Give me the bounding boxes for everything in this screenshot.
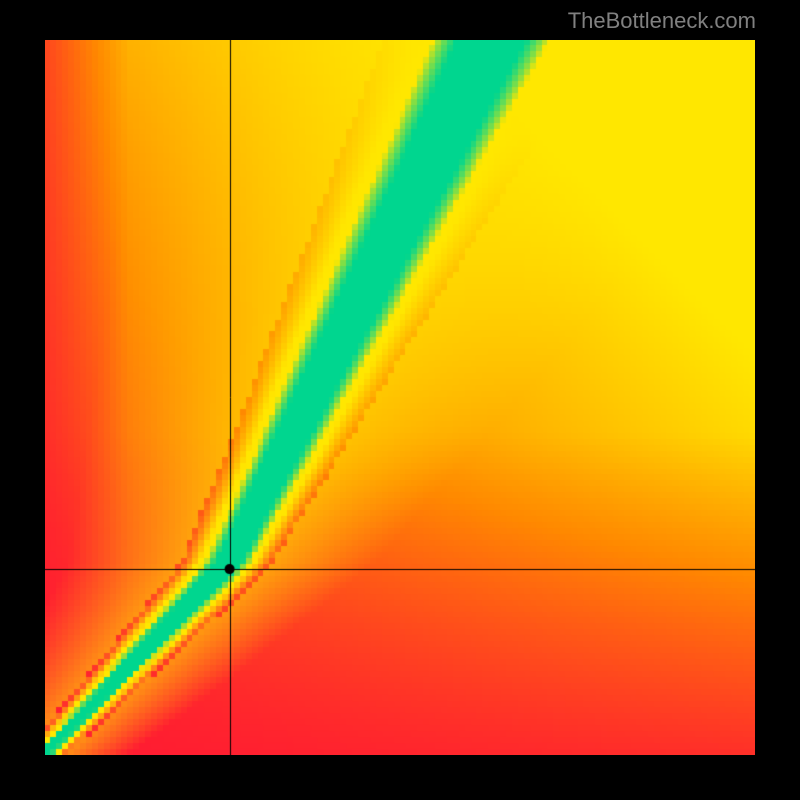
watermark-text: TheBottleneck.com [568,8,756,34]
bottleneck-heatmap [45,40,755,755]
chart-container: TheBottleneck.com [0,0,800,800]
